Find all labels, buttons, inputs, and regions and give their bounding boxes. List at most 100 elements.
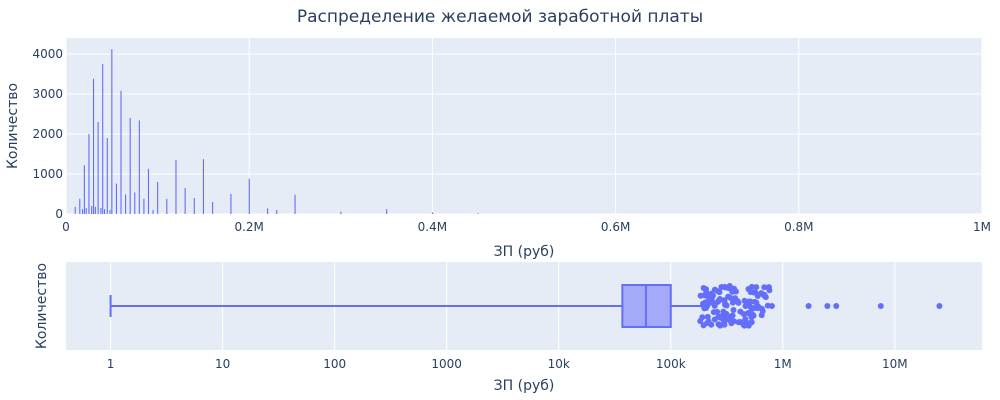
- histogram-x-axis-title: ЗП (руб): [494, 244, 555, 260]
- box-outlier-point: [754, 305, 761, 312]
- box-outlier-point: [729, 312, 736, 319]
- histogram-bar: [267, 208, 269, 214]
- histogram-y-tick-label: 3000: [32, 87, 63, 101]
- histogram-bar: [212, 202, 214, 214]
- box-outlier-point: [716, 289, 723, 296]
- histogram-x-ticks: 0 0.2M 0.4M 0.6M 0.8M 1M: [62, 220, 991, 234]
- histogram-bar: [166, 198, 168, 214]
- histogram-bar: [106, 138, 108, 214]
- histogram-panel: 0 1000 2000 3000 4000 0 0.2M 0.4M 0.6M 0.8M 1M ЗП…: [5, 38, 991, 260]
- box-outlier-point: [824, 303, 831, 309]
- box-outlier-point: [741, 322, 748, 329]
- box-outlier-point: [730, 307, 737, 314]
- box-trace: [109, 284, 702, 328]
- box-x-tick-label: 10k: [548, 357, 570, 371]
- histogram-x-tick-label: 0.6M: [601, 220, 630, 234]
- histogram-bar: [103, 209, 106, 214]
- box-outlier-point: [742, 316, 749, 323]
- box-outlier-point: [725, 313, 732, 320]
- box-outlier-point: [705, 318, 712, 325]
- histogram-bar: [83, 165, 85, 214]
- box-x-tick-label: 10: [215, 357, 230, 371]
- box-outlier-point: [833, 303, 840, 309]
- histogram-x-tick-label: 0: [62, 220, 70, 234]
- box-outlier-point: [748, 283, 755, 290]
- box-outlier-point: [731, 285, 738, 292]
- histogram-bar: [184, 188, 186, 214]
- box-outlier-point: [735, 299, 742, 306]
- box-outlier-point: [717, 322, 724, 329]
- box-outlier-point: [760, 292, 767, 299]
- histogram-bar: [120, 90, 122, 214]
- box-x-tick-label: 10M: [882, 357, 908, 371]
- histogram-bar: [230, 194, 232, 214]
- box-outlier-point: [877, 303, 884, 309]
- box-outlier-point: [700, 285, 707, 292]
- box-x-tick-label: 100: [323, 357, 346, 371]
- box-outlier-point: [936, 303, 943, 309]
- box-outlier-point: [700, 300, 707, 307]
- box-y-axis-title: Количество: [34, 263, 50, 349]
- box-outlier-point: [750, 312, 757, 319]
- box-outlier-point: [714, 308, 721, 315]
- histogram-bar: [109, 210, 111, 214]
- box-outlier-point: [805, 303, 812, 309]
- histogram-bar: [294, 194, 296, 214]
- box-outlier-point: [765, 284, 772, 291]
- histogram-bar: [97, 122, 99, 214]
- histogram-bar: [74, 206, 76, 214]
- box-outlier-point: [703, 305, 710, 312]
- box-outlier-point: [721, 297, 728, 304]
- box-x-tick-label: 1M: [774, 357, 792, 371]
- box-outlier-point: [748, 319, 755, 326]
- histogram-grid: [65, 38, 983, 215]
- box-outlier-point: [717, 314, 724, 321]
- box-outlier-point: [723, 302, 730, 309]
- histogram-bar: [431, 212, 433, 214]
- histogram-bar: [81, 209, 84, 214]
- histogram-bar: [100, 208, 102, 214]
- histogram-x-tick-label: 0.8M: [784, 220, 813, 234]
- histogram-bar: [147, 168, 150, 214]
- histogram-bar: [94, 206, 96, 214]
- box-x-ticks: 1 10 100 1000 10k 100k 1M 10M: [107, 357, 908, 371]
- box-outlier-point: [759, 308, 766, 315]
- box-outlier-point: [768, 303, 775, 309]
- box-outliers: [697, 283, 943, 329]
- histogram-bar: [202, 159, 204, 214]
- box-x-tick-label: 1: [107, 357, 115, 371]
- box-outlier-point: [709, 292, 716, 299]
- box-outlier-point: [727, 294, 734, 301]
- histogram-bar: [91, 206, 93, 214]
- histogram-bar: [92, 78, 95, 214]
- histogram-bar: [386, 209, 388, 214]
- box-outlier-point: [754, 293, 761, 300]
- histogram-bar: [115, 183, 117, 214]
- histogram-bar: [138, 120, 140, 214]
- histogram-y-tick-label: 1000: [32, 167, 63, 181]
- histogram-bar: [88, 134, 90, 214]
- box-outlier-point: [704, 291, 711, 298]
- box-x-axis-title: ЗП (руб): [494, 378, 555, 394]
- histogram-bar: [85, 208, 87, 214]
- histogram-x-tick-label: 1M: [973, 220, 991, 234]
- box-x-tick-label: 1000: [431, 357, 462, 371]
- histogram-y-tick-label: 2000: [32, 127, 63, 141]
- histogram-bar: [143, 198, 145, 214]
- box-outlier-point: [761, 284, 768, 291]
- histogram-bar: [157, 182, 159, 214]
- histogram-x-tick-label: 0.4M: [418, 220, 447, 234]
- histogram-y-axis-title: Количество: [5, 83, 21, 169]
- histogram-bar: [248, 178, 250, 214]
- histogram-bars: [74, 49, 479, 215]
- box-outlier-point: [716, 297, 723, 304]
- histogram-bar: [193, 198, 195, 214]
- box-outlier-point: [704, 313, 711, 320]
- histogram-bar: [276, 210, 278, 214]
- box-outlier-point: [750, 289, 757, 296]
- box-outlier-point: [747, 304, 754, 311]
- histogram-y-ticks: 0 1000 2000 3000 4000: [32, 47, 63, 221]
- box-outlier-point: [741, 297, 748, 304]
- histogram-y-tick-label: 0: [55, 207, 63, 221]
